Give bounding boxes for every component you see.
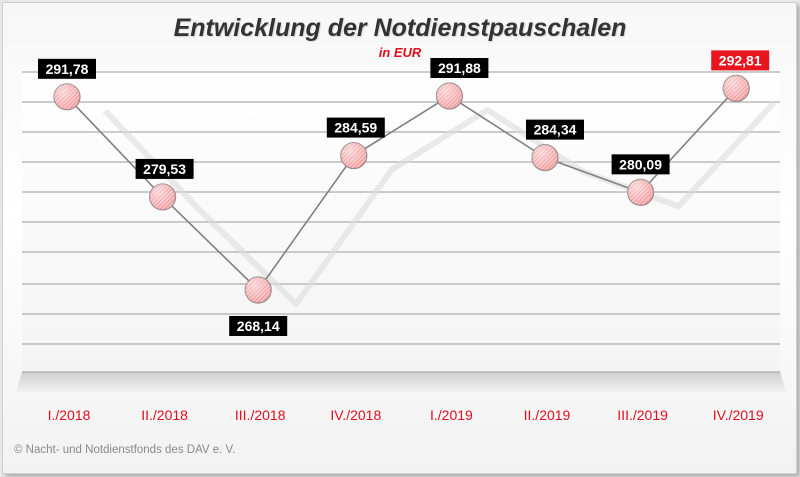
data-label-text: 280,09 xyxy=(619,156,662,172)
data-label: 268,14 xyxy=(229,316,288,336)
marker-sheen xyxy=(340,142,367,169)
x-axis-ticks: I./2018 II./2018 III./2018 IV./2018 I./2019 I… xyxy=(48,407,764,423)
plot-floor xyxy=(16,372,786,392)
data-label-text: 268,14 xyxy=(237,318,280,334)
series-line-shadow xyxy=(102,100,777,307)
plot-background xyxy=(22,70,780,372)
x-tick-label: III./2019 xyxy=(617,407,668,423)
marker-sheen xyxy=(436,83,463,109)
data-label: 291,88 xyxy=(430,58,489,78)
data-label-text: 292,81 xyxy=(719,52,762,68)
x-tick-label: II./2018 xyxy=(141,407,188,423)
data-label-box xyxy=(430,58,489,78)
series-line-group xyxy=(66,87,737,292)
data-point-marker xyxy=(531,144,559,172)
x-tick-label: IV./2019 xyxy=(713,407,764,423)
data-label-box xyxy=(229,316,288,336)
data-point-marker xyxy=(626,178,655,206)
data-label-box xyxy=(38,58,96,79)
marker-sheen xyxy=(149,183,176,210)
x-tick-label: IV./2018 xyxy=(330,407,381,423)
plot-area xyxy=(16,70,786,392)
data-point-marker xyxy=(53,83,81,111)
markers-group xyxy=(53,74,750,304)
data-point-marker xyxy=(244,276,272,304)
data-label-box xyxy=(611,154,670,175)
data-label-text: 284,34 xyxy=(534,122,577,138)
chart-subtitle: in EUR xyxy=(378,45,422,60)
chart-title: Entwicklung der Notdienstpauschalen xyxy=(173,14,627,42)
marker-sheen xyxy=(245,277,272,303)
marker-sheen xyxy=(723,75,750,102)
footer-copyright: © Nacht- und Notdienstfonds des DAV e. V… xyxy=(14,444,236,456)
series-line xyxy=(66,87,737,292)
x-tick-label: I./2018 xyxy=(48,407,91,423)
data-label-box xyxy=(135,158,194,179)
data-point-marker xyxy=(149,183,177,211)
x-tick-label: II./2019 xyxy=(524,407,571,423)
data-label: 284,59 xyxy=(326,117,385,138)
data-point-marker xyxy=(435,82,463,110)
data-label-text: 284,59 xyxy=(334,120,377,136)
data-label-text: 279,53 xyxy=(143,161,186,177)
data-point-marker xyxy=(340,141,368,170)
data-label-box xyxy=(711,50,770,71)
data-label-text: 291,78 xyxy=(46,61,89,77)
data-point-marker xyxy=(722,74,750,103)
data-label: 292,81 xyxy=(711,50,770,71)
data-label-box xyxy=(526,119,584,140)
marker-sheen xyxy=(54,83,80,110)
series-shadow xyxy=(102,100,777,307)
x-tick-label: I./2019 xyxy=(430,407,473,423)
data-label: 280,09 xyxy=(611,154,670,175)
x-tick-label: III./2018 xyxy=(235,407,286,423)
data-label-box xyxy=(326,117,385,138)
data-label: 291,78 xyxy=(38,58,96,79)
data-labels-group: 291,78 279,53 268,14 284,59 291,88 284,34 280,… xyxy=(38,50,770,336)
data-label-text: 291,88 xyxy=(438,60,481,76)
marker-sheen xyxy=(627,179,654,206)
data-label: 284,34 xyxy=(526,119,584,140)
marker-sheen xyxy=(532,144,558,171)
data-label: 279,53 xyxy=(135,158,194,179)
